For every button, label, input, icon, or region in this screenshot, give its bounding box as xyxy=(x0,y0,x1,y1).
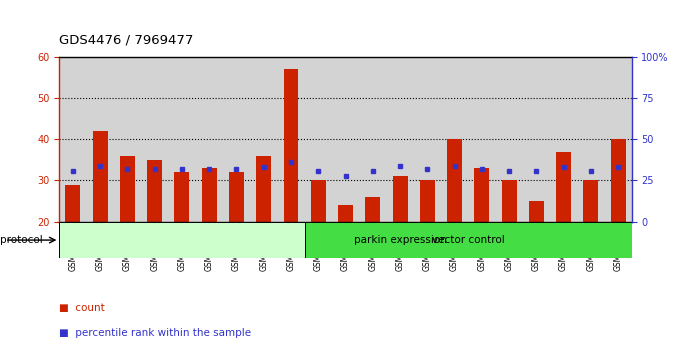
Bar xyxy=(365,197,380,222)
Bar xyxy=(475,168,489,222)
Bar xyxy=(256,156,272,222)
Bar xyxy=(529,201,544,222)
Text: ■  count: ■ count xyxy=(59,303,105,313)
Bar xyxy=(502,181,517,222)
Bar xyxy=(229,172,244,222)
Bar xyxy=(283,69,299,222)
Bar xyxy=(120,156,135,222)
Bar xyxy=(419,181,435,222)
Text: parkin expression: parkin expression xyxy=(354,235,447,245)
Bar xyxy=(304,222,632,258)
Bar xyxy=(147,160,162,222)
Bar xyxy=(174,172,189,222)
Bar xyxy=(66,184,80,222)
Bar xyxy=(584,181,598,222)
Bar xyxy=(611,139,625,222)
Bar xyxy=(202,168,216,222)
Text: vector control: vector control xyxy=(432,235,505,245)
Bar xyxy=(556,152,571,222)
Bar xyxy=(59,222,304,258)
Bar xyxy=(392,176,408,222)
Bar xyxy=(311,181,326,222)
Bar xyxy=(447,139,462,222)
Text: GDS4476 / 7969477: GDS4476 / 7969477 xyxy=(59,33,194,46)
Bar xyxy=(93,131,107,222)
Text: ■  percentile rank within the sample: ■ percentile rank within the sample xyxy=(59,328,251,338)
Bar xyxy=(338,205,353,222)
Text: protocol: protocol xyxy=(0,235,43,245)
